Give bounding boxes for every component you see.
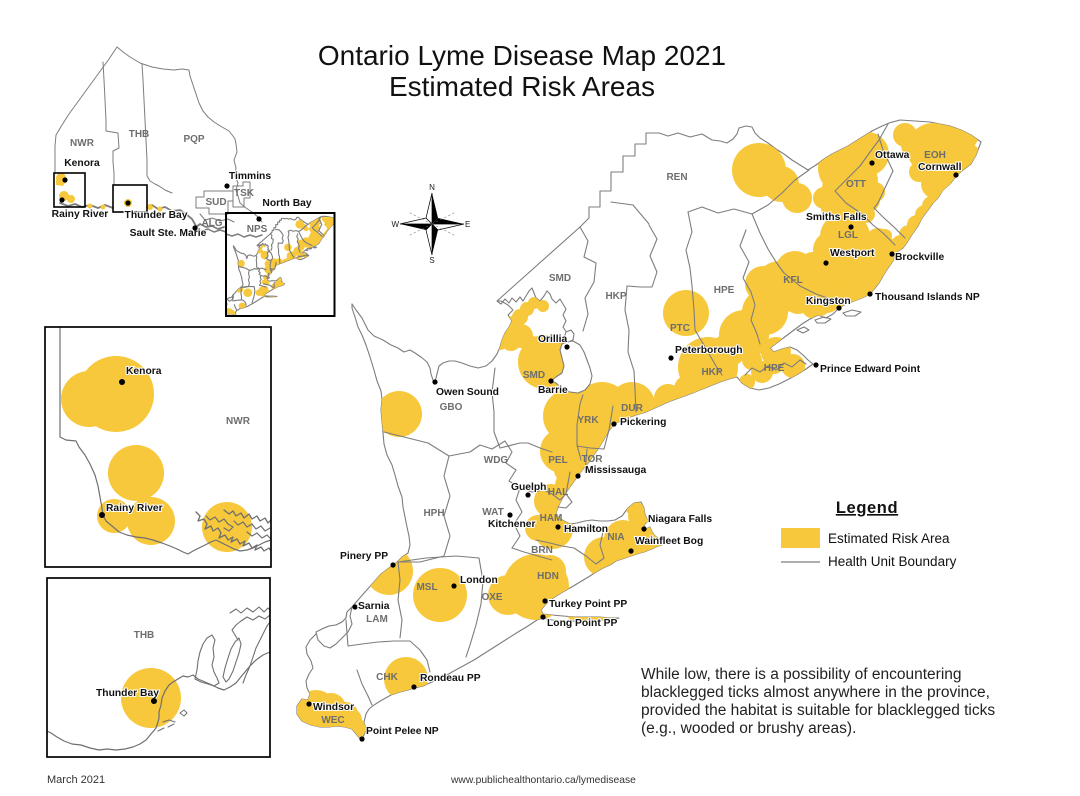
svg-text:Kingston: Kingston: [806, 296, 851, 307]
svg-text:HAM: HAM: [540, 513, 563, 524]
svg-text:S: S: [429, 256, 434, 265]
svg-text:Barrie: Barrie: [538, 385, 568, 396]
svg-text:CHK: CHK: [376, 672, 398, 683]
svg-text:W: W: [391, 220, 399, 229]
svg-text:NPS: NPS: [247, 224, 268, 235]
svg-text:NIA: NIA: [607, 532, 624, 543]
svg-text:Orillia: Orillia: [538, 334, 567, 345]
svg-text:While low, there is a possibil: While low, there is a possibility of enc…: [641, 666, 962, 683]
svg-text:Owen Sound: Owen Sound: [436, 387, 499, 398]
svg-text:London: London: [460, 575, 498, 586]
svg-text:ALG: ALG: [201, 218, 222, 229]
svg-text:TOR: TOR: [582, 454, 604, 465]
svg-text:Legend: Legend: [836, 499, 898, 517]
svg-text:Wainfleet Bog: Wainfleet Bog: [635, 536, 703, 547]
svg-text:(e.g., wooded or brushy areas): (e.g., wooded or brushy areas).: [641, 720, 856, 737]
svg-text:Smiths Falls: Smiths Falls: [806, 212, 867, 223]
svg-text:Prince Edward Point: Prince Edward Point: [820, 364, 921, 375]
svg-text:REN: REN: [666, 172, 687, 183]
svg-text:KFL: KFL: [783, 275, 802, 286]
svg-text:Peterborough: Peterborough: [675, 345, 743, 356]
svg-text:N: N: [429, 183, 435, 192]
svg-text:Westport: Westport: [830, 248, 875, 259]
svg-text:www.publichealthontario.ca/lym: www.publichealthontario.ca/lymedisease: [450, 775, 636, 786]
svg-text:OXE: OXE: [481, 592, 502, 603]
svg-text:Cornwall: Cornwall: [918, 162, 962, 173]
svg-text:HKP: HKP: [605, 291, 626, 302]
svg-text:YRK: YRK: [577, 415, 599, 426]
svg-text:WEC: WEC: [321, 715, 344, 726]
svg-text:Rainy River: Rainy River: [106, 503, 163, 514]
svg-text:LGL: LGL: [838, 230, 858, 241]
svg-text:HPE: HPE: [714, 285, 735, 296]
svg-text:E: E: [465, 220, 470, 229]
svg-text:Brockville: Brockville: [895, 252, 944, 263]
svg-text:WAT: WAT: [482, 507, 503, 518]
svg-text:Kenora: Kenora: [126, 366, 162, 377]
svg-text:Estimated Risk Areas: Estimated Risk Areas: [389, 71, 655, 102]
svg-text:Turkey Point PP: Turkey Point PP: [549, 599, 627, 610]
svg-text:PTC: PTC: [670, 323, 690, 334]
svg-text:NWR: NWR: [70, 138, 95, 149]
svg-text:LAM: LAM: [366, 614, 388, 625]
svg-text:Kenora: Kenora: [64, 158, 100, 169]
svg-text:Pickering: Pickering: [620, 417, 666, 428]
svg-text:PEL: PEL: [548, 455, 567, 466]
svg-text:Guelph: Guelph: [511, 482, 546, 493]
svg-text:SMD: SMD: [549, 273, 571, 284]
svg-text:EOH: EOH: [924, 150, 946, 161]
svg-text:Ottawa: Ottawa: [875, 150, 910, 161]
svg-text:Mississauga: Mississauga: [585, 465, 647, 476]
svg-text:HPE: HPE: [764, 363, 785, 374]
svg-text:Sault Ste. Marie: Sault Ste. Marie: [130, 228, 207, 239]
svg-text:BRN: BRN: [531, 545, 553, 556]
svg-text:SMD: SMD: [523, 370, 545, 381]
svg-text:blacklegged ticks almost anywh: blacklegged ticks almost anywhere in the…: [641, 684, 990, 701]
svg-text:Ontario Lyme Disease Map 2021: Ontario Lyme Disease Map 2021: [318, 40, 726, 71]
svg-text:THB: THB: [129, 129, 150, 140]
svg-text:provided the habitat is suitab: provided the habitat is suitable for bla…: [641, 702, 995, 719]
svg-text:Thunder Bay: Thunder Bay: [125, 210, 188, 221]
svg-text:HAL: HAL: [548, 487, 569, 498]
svg-text:HPH: HPH: [423, 508, 444, 519]
svg-text:Health Unit Boundary: Health Unit Boundary: [828, 554, 957, 569]
svg-text:Timmins: Timmins: [229, 171, 271, 182]
svg-text:Thousand Islands NP: Thousand Islands NP: [875, 292, 980, 303]
svg-text:TSK: TSK: [234, 188, 255, 199]
svg-text:Sarnia: Sarnia: [358, 601, 390, 612]
svg-text:March 2021: March 2021: [47, 774, 105, 786]
svg-text:Hamilton: Hamilton: [564, 524, 608, 535]
svg-text:Thunder Bay: Thunder Bay: [96, 688, 159, 699]
svg-text:HDN: HDN: [537, 571, 559, 582]
svg-text:HKP: HKP: [701, 367, 722, 378]
svg-text:Point Pelee NP: Point Pelee NP: [366, 726, 439, 737]
svg-text:Long Point PP: Long Point PP: [547, 618, 617, 629]
svg-text:WDG: WDG: [484, 455, 509, 466]
svg-text:GBO: GBO: [440, 402, 463, 413]
svg-text:Niagara Falls: Niagara Falls: [648, 514, 712, 525]
svg-text:Kitchener: Kitchener: [488, 519, 536, 530]
svg-text:North Bay: North Bay: [262, 198, 311, 209]
svg-text:Rainy River: Rainy River: [52, 209, 109, 220]
svg-text:DUR: DUR: [621, 403, 643, 414]
svg-text:MSL: MSL: [416, 582, 437, 593]
svg-text:OTT: OTT: [846, 179, 866, 190]
svg-text:NWR: NWR: [226, 416, 251, 427]
svg-text:Rondeau PP: Rondeau PP: [420, 673, 481, 684]
svg-text:Pinery PP: Pinery PP: [340, 551, 388, 562]
svg-text:SUD: SUD: [205, 197, 226, 208]
svg-text:Estimated Risk Area: Estimated Risk Area: [828, 531, 950, 546]
svg-text:PQP: PQP: [183, 134, 204, 145]
svg-text:Windsor: Windsor: [313, 702, 354, 713]
svg-text:THB: THB: [134, 630, 155, 641]
